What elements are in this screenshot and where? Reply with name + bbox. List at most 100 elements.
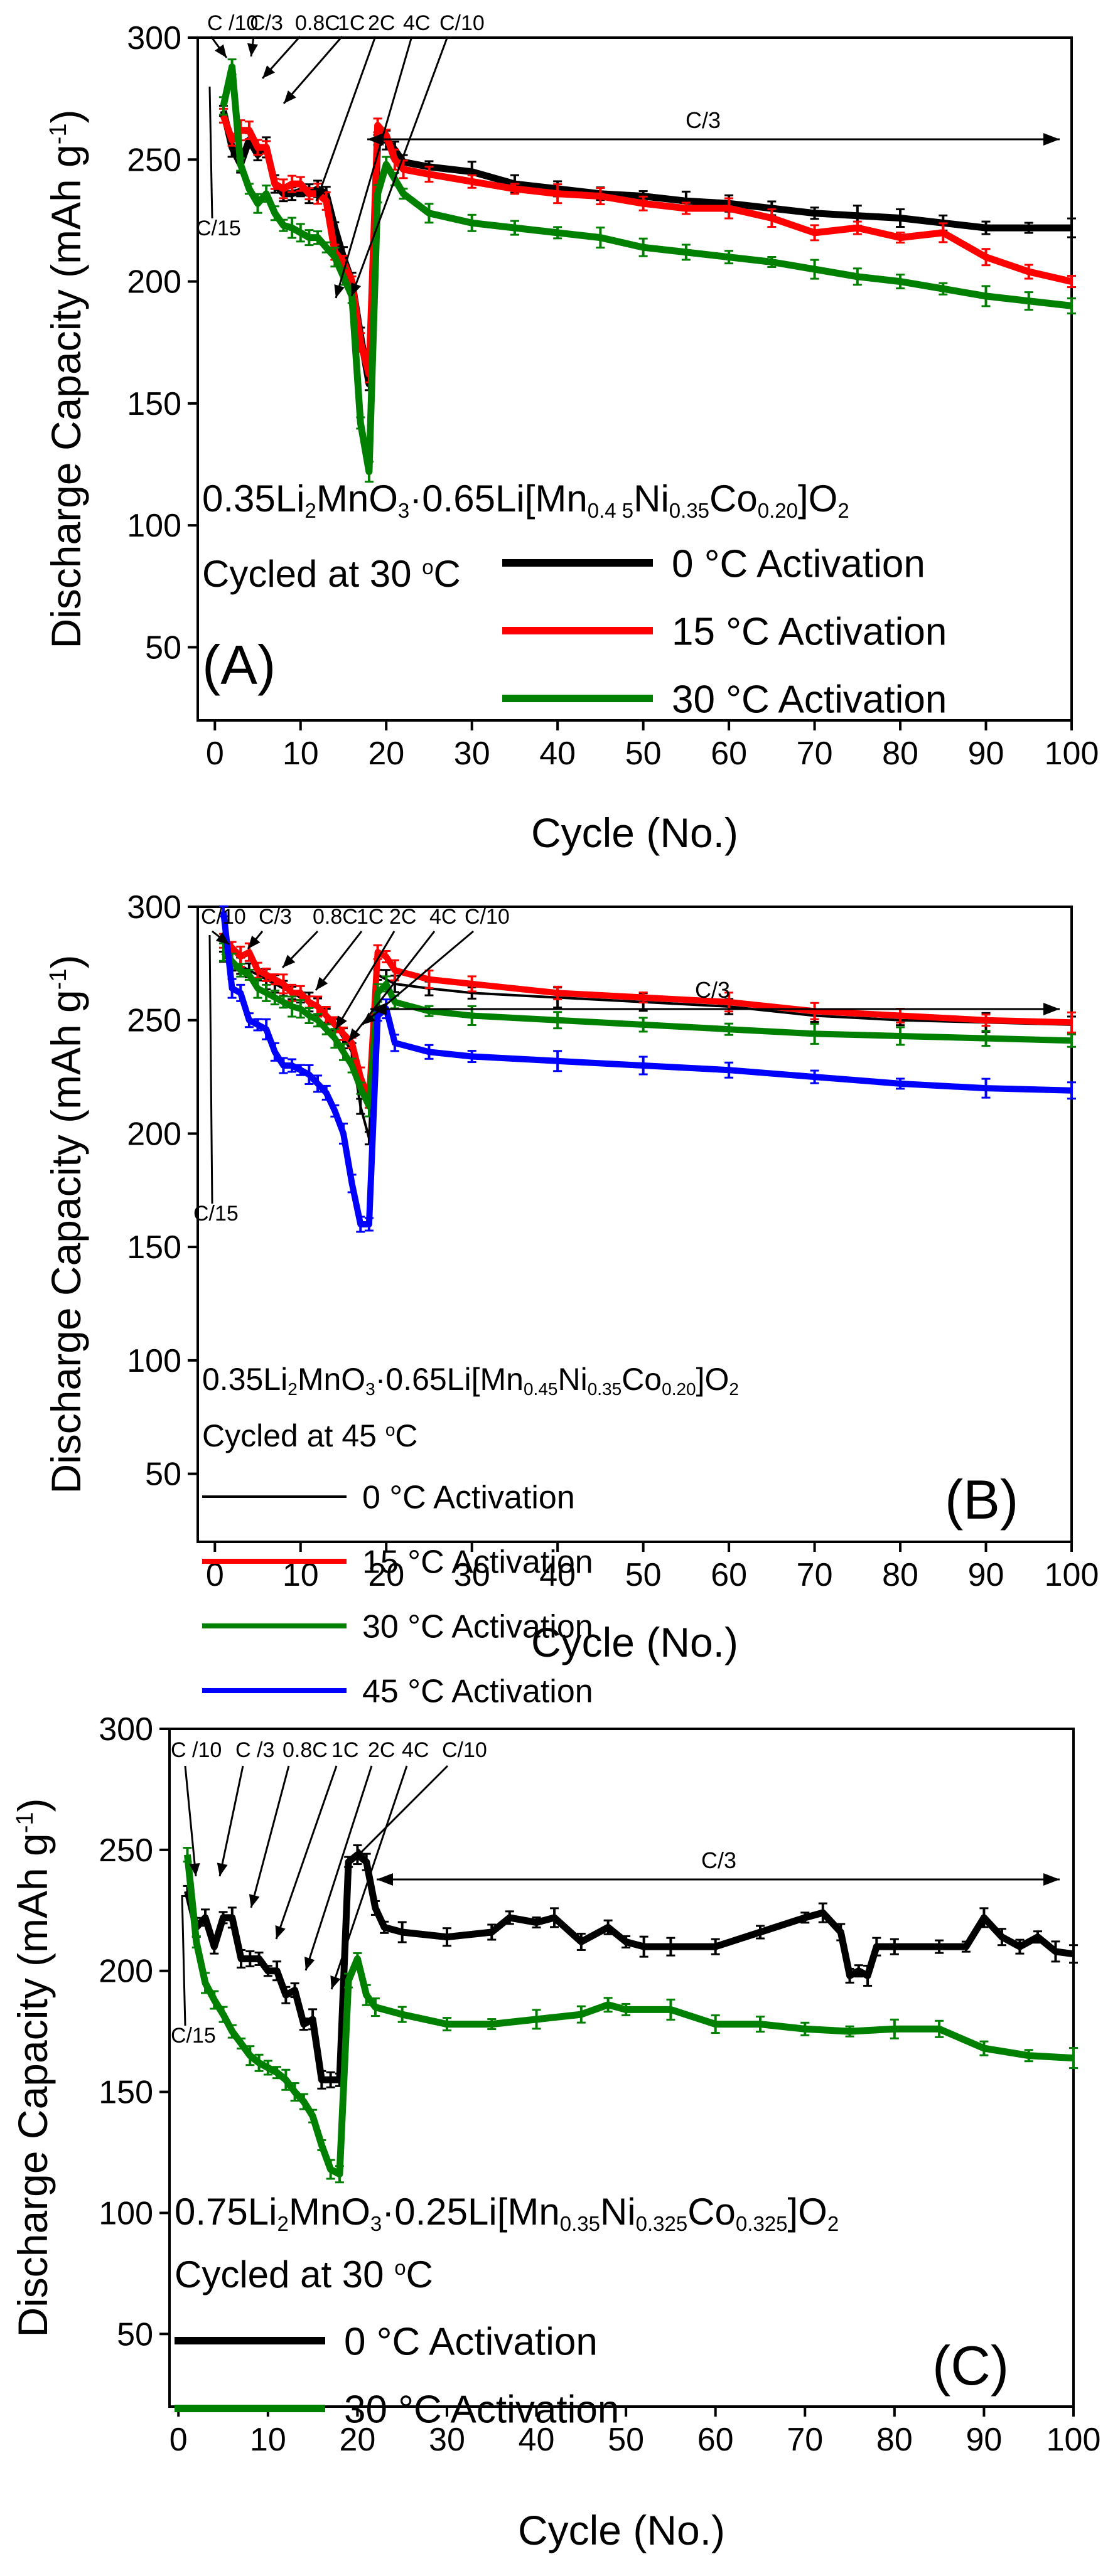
y-tick-label: 200 [127, 1116, 181, 1152]
legend-label: 0 °C Activation [362, 1480, 575, 1516]
arrow-head [334, 284, 345, 298]
y-tick-label: 150 [99, 2075, 153, 2111]
rate-label: C/10 [465, 905, 510, 929]
rate-arrow [335, 36, 413, 299]
condition-text: Cycled at 30 oC [202, 553, 461, 595]
y-tick-label: 150 [127, 1229, 181, 1266]
chart-panel-c: 0 10 20 30 40 50 60 70 80 90 10050100150200250300 … [9, 1711, 1100, 2553]
series-line [184, 1854, 1074, 2178]
x-tick-label: 0 [169, 2422, 188, 2458]
x-tick-label: 50 [608, 2422, 644, 2458]
rate-label: C/10 [201, 905, 246, 929]
arrow-head [189, 1863, 200, 1876]
plot-frame [168, 1728, 1075, 2408]
rate-label: C/3 [259, 905, 292, 929]
x-axis-label: Cycle (No.) [531, 1619, 738, 1665]
x-tick-label: 30 [429, 2422, 465, 2458]
y-tick-label: 300 [127, 20, 181, 56]
x-tick-label: 60 [697, 2422, 734, 2458]
y-tick-label: 300 [127, 889, 181, 926]
arrow-head [336, 1015, 347, 1029]
data-series [218, 58, 1076, 483]
x-tick-label: 90 [966, 2422, 1003, 2458]
x-tick-label: 60 [711, 1557, 747, 1593]
chart-panel-a: 0 10 20 30 40 50 60 70 80 90 10050100150200250300 … [43, 11, 1099, 856]
y-tick-label: 100 [127, 508, 181, 544]
legend-label: 30 °C Activation [362, 1609, 593, 1645]
error-bars [218, 905, 1076, 1233]
legend: 0 °C Activation 15 °C Activation 30 °C Act… [502, 542, 947, 721]
rate-label: 1C [331, 1738, 358, 1762]
rate-label: C/10 [442, 1738, 487, 1762]
y-axis-label: Discharge Capacity (mAh g-1) [9, 1798, 56, 2337]
x-tick-label: 60 [711, 735, 747, 772]
rate-label: 0.8C [313, 905, 358, 929]
rate-arrow [275, 1765, 338, 1940]
rate-arrow [352, 1765, 449, 1862]
rate-arrow [181, 1895, 186, 2026]
y-tick-label: 200 [127, 264, 181, 301]
x-tick-label: 20 [368, 735, 404, 772]
arrow-head [1043, 133, 1060, 146]
rate-annotations: C /10 C /3 0.8C 1C 2C 4C C/10 C/15 C/3 [171, 1738, 1060, 2048]
series-line [220, 911, 1072, 1227]
x-tick-label: 70 [797, 735, 833, 772]
arrow-head [370, 1003, 387, 1015]
legend-label: 0 °C Activation [672, 542, 925, 585]
rate-label: 4C [403, 11, 430, 35]
panel-label: (C) [932, 2334, 1009, 2397]
long-arrow-label: C/3 [686, 107, 721, 133]
formula-text: 0.75Li2MnO3·0.25Li[Mn0.35Ni0.325Co0.325]… [175, 2191, 839, 2235]
y-tick-label: 200 [99, 1953, 153, 1990]
x-tick-label: 80 [876, 2422, 913, 2458]
legend: 0 °C Activation 30 °C Activation [175, 2320, 619, 2431]
x-tick-label: 20 [368, 1557, 404, 1593]
data-series [183, 1844, 1078, 2184]
rate-label-c15: C/15 [193, 1202, 239, 1226]
rate-label: 1C [338, 11, 365, 35]
legend-label: 45 °C Activation [362, 1674, 593, 1710]
data-series [218, 905, 1076, 1233]
x-tick-label: 80 [882, 735, 918, 772]
arrow-head [367, 133, 384, 146]
x-tick-label: 100 [1045, 735, 1099, 772]
series-line [220, 114, 1073, 378]
series-line [221, 949, 1072, 1110]
arrow-head [1043, 1873, 1060, 1886]
rate-label: C/10 [439, 11, 485, 35]
y-tick-label: 50 [145, 629, 181, 666]
rate-arrow [208, 934, 213, 1204]
rate-arrow [282, 36, 343, 104]
arrow-head [262, 65, 275, 78]
arrow-head [377, 1873, 393, 1886]
x-axis-label: Cycle (No.) [531, 810, 738, 856]
rate-label: C /10 [207, 11, 258, 35]
y-axis-label: Discharge Capacity (mAh g-1) [43, 109, 89, 648]
x-axis-label: Cycle (No.) [518, 2507, 725, 2553]
x-tick-label: 40 [519, 2422, 555, 2458]
long-arrow-label: C/3 [695, 977, 730, 1003]
formula-text: 0.35Li2MnO3·0.65Li[Mn0.45Ni0.35Co0.20]O2 [202, 1362, 739, 1399]
rate-arrow [350, 36, 449, 297]
x-tick-label: 70 [797, 1557, 833, 1593]
y-tick-label: 150 [127, 386, 181, 422]
arrow-head [275, 1925, 286, 1939]
rate-label: 2C [368, 1738, 395, 1762]
plot-frame [196, 906, 1073, 1543]
arrow-head [353, 1847, 366, 1861]
rate-label: 4C [402, 1738, 429, 1762]
chart-panel-b: 0 10 20 30 40 50 60 70 80 90 10050100150200250300 … [43, 889, 1099, 1710]
x-tick-label: 90 [968, 1557, 1004, 1593]
x-tick-label: 10 [282, 735, 319, 772]
y-tick-label: 250 [127, 1003, 181, 1039]
y-tick-label: 50 [117, 2316, 153, 2353]
axes: 0 10 20 30 40 50 60 70 80 90 100 50 100 150 200 250 300 [127, 20, 1099, 772]
rate-label: 2C [368, 11, 395, 35]
y-tick-label: 50 [145, 1456, 181, 1493]
x-tick-label: 100 [1047, 2422, 1101, 2458]
panel-label: (B) [945, 1468, 1018, 1531]
cycling-condition: Cycled at 30 oC [202, 553, 461, 595]
x-tick-label: 70 [787, 2422, 823, 2458]
